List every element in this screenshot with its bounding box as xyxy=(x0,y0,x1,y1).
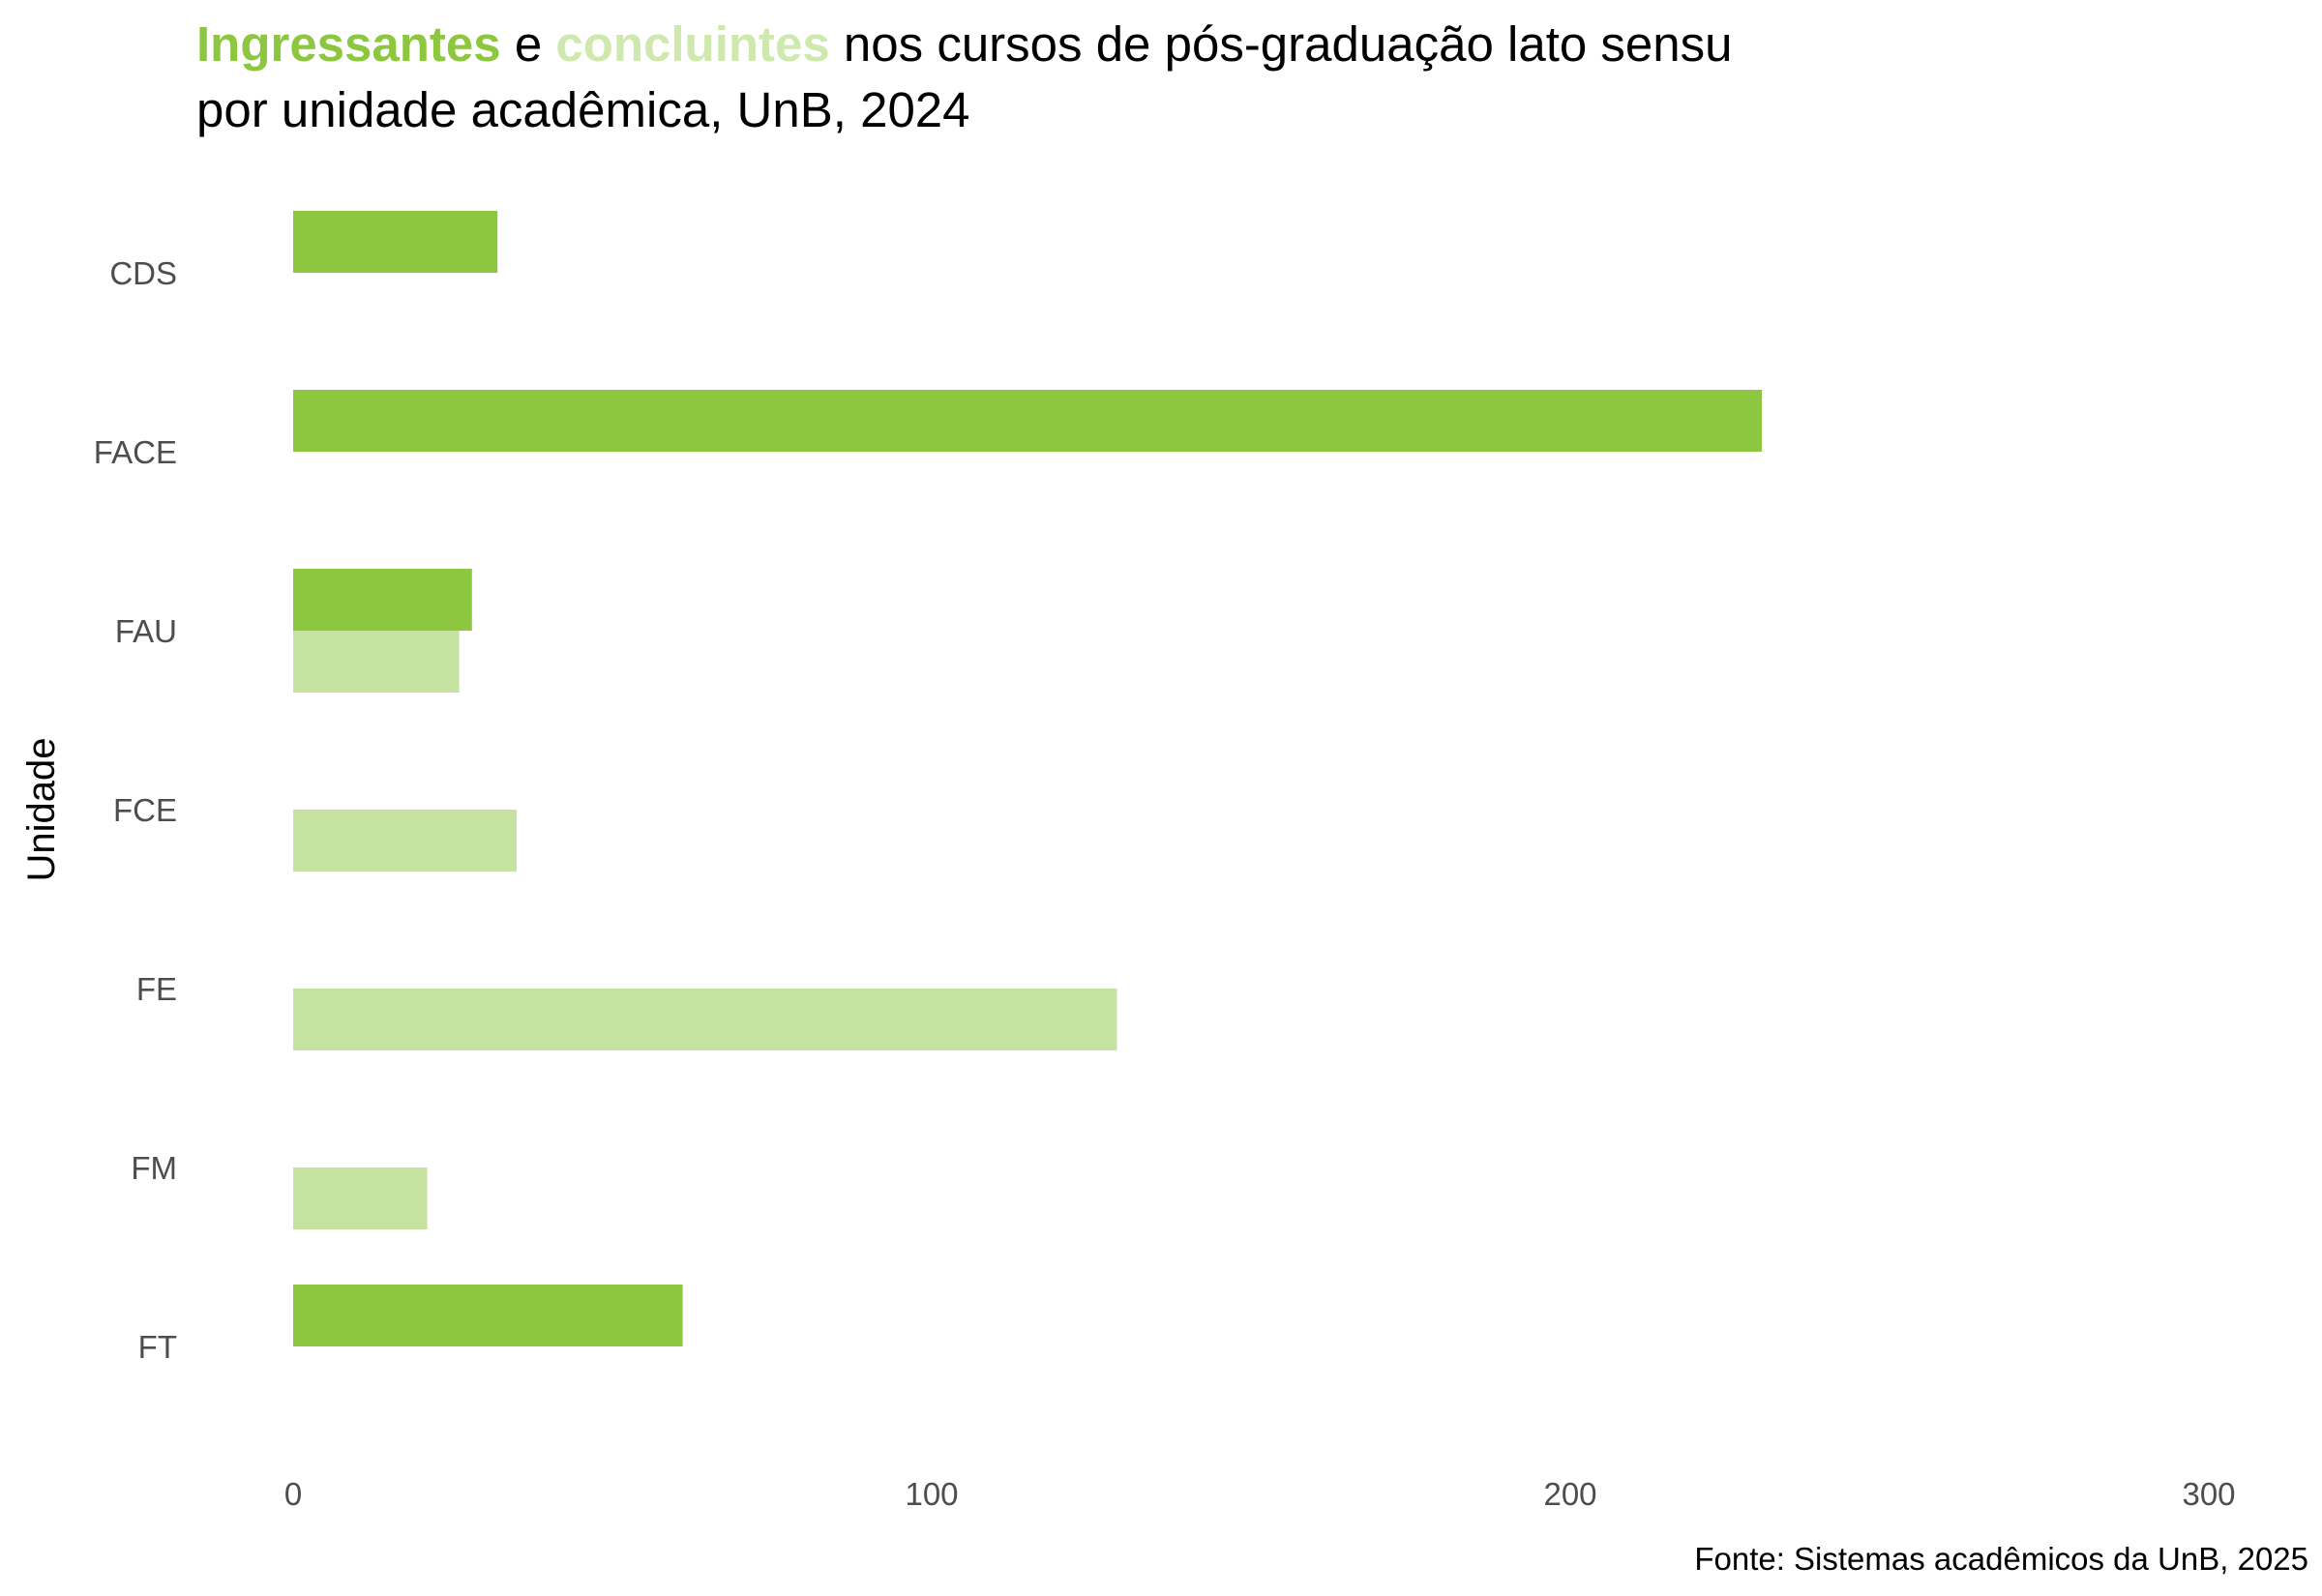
bar-concluintes-fe xyxy=(293,989,1117,1050)
title-connector: e xyxy=(501,16,556,72)
bars-layer xyxy=(293,211,1762,1346)
x-tick-label-200: 200 xyxy=(1543,1476,1596,1512)
y-tick-label-ft: FT xyxy=(138,1329,177,1365)
bar-concluintes-fce xyxy=(293,810,517,872)
x-tick-label-300: 300 xyxy=(2182,1476,2235,1512)
svg-text:Ingressantes e concluintes nos: Ingressantes e concluintes nos cursos de… xyxy=(196,16,1733,72)
x-tick-label-0: 0 xyxy=(284,1476,302,1512)
y-tick-label-fm: FM xyxy=(131,1150,177,1186)
bar-ingressantes-face xyxy=(293,390,1762,452)
y-tick-label-face: FACE xyxy=(94,434,177,470)
y-tick-label-cds: CDS xyxy=(109,255,177,291)
y-tick-label-fe: FE xyxy=(136,971,177,1007)
bar-ingressantes-cds xyxy=(293,211,498,273)
title-ingressantes: Ingressantes xyxy=(196,16,501,72)
title-concluintes: concluintes xyxy=(555,16,829,72)
bar-concluintes-fm xyxy=(293,1167,428,1229)
y-tick-label-fau: FAU xyxy=(115,613,177,649)
bar-ingressantes-ft xyxy=(293,1285,683,1346)
x-tick-label-100: 100 xyxy=(905,1476,958,1512)
title-line-2: por unidade acadêmica, UnB, 2024 xyxy=(196,82,970,137)
bar-ingressantes-fau xyxy=(293,569,472,631)
bar-concluintes-fau xyxy=(293,631,460,693)
title-rest: nos cursos de pós-graduação lato sensu xyxy=(830,16,1733,72)
y-axis-title: Unidade xyxy=(20,737,63,881)
x-tick-labels: 0 100 200 300 xyxy=(284,1476,2236,1512)
chart-title: Ingressantes e concluintes nos cursos de… xyxy=(196,16,1733,137)
y-tick-label-fce: FCE xyxy=(113,792,177,828)
y-tick-labels: CDS FACE FAU FCE FE FM FT xyxy=(94,255,177,1365)
source-caption: Fonte: Sistemas acadêmicos da UnB, 2025 xyxy=(1694,1541,2308,1577)
